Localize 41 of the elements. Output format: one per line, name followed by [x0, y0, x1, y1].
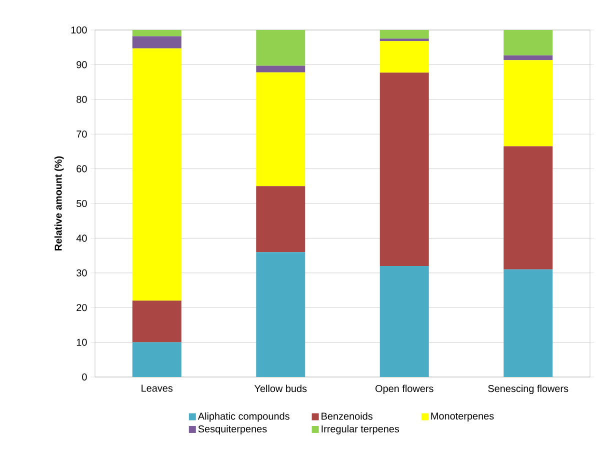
bar	[132, 36, 182, 48]
bar	[380, 30, 429, 39]
legend-label: Irregular terpenes	[322, 425, 400, 434]
bar	[380, 38, 429, 42]
bar	[256, 30, 306, 66]
legend-label: Aliphatic compounds	[198, 412, 290, 422]
y-tick-label: 20	[76, 304, 87, 312]
bar	[380, 41, 429, 73]
y-tick-label: 10	[76, 338, 87, 346]
bar	[380, 266, 429, 377]
y-tick-label: 0	[82, 373, 87, 381]
y-tick-label: 30	[76, 269, 87, 276]
bar	[132, 342, 182, 377]
bar	[256, 252, 306, 377]
x-tick-label: Senescing flowers	[488, 384, 568, 394]
bar	[504, 30, 553, 56]
y-tick-label: 50	[76, 200, 87, 208]
y-tick-label: 100	[71, 26, 87, 34]
legend-label: Benzenoids	[322, 412, 372, 420]
bar	[132, 300, 182, 342]
bar	[504, 269, 553, 377]
x-tick-label: Open flowers	[375, 384, 434, 394]
y-tick-label: 60	[76, 165, 87, 172]
x-tick-label: Yellow buds	[254, 384, 307, 392]
bar	[380, 72, 429, 266]
bar	[256, 186, 306, 252]
legend-label: Sesquiterpenes	[198, 425, 267, 434]
bar	[256, 72, 306, 186]
y-axis-title: Relative amount (%)	[54, 156, 64, 250]
y-tick-label: 70	[76, 130, 87, 138]
bar	[504, 146, 553, 270]
y-tick-label: 40	[76, 234, 87, 242]
legend-label: Monoterpenes	[431, 412, 494, 422]
bar	[132, 30, 182, 36]
bar	[132, 48, 182, 301]
bar	[256, 66, 306, 72]
x-tick-label: Leaves	[142, 384, 173, 392]
bar	[504, 60, 553, 146]
y-tick-label: 90	[76, 61, 87, 68]
bar	[504, 55, 553, 60]
y-tick-label: 80	[76, 96, 87, 103]
